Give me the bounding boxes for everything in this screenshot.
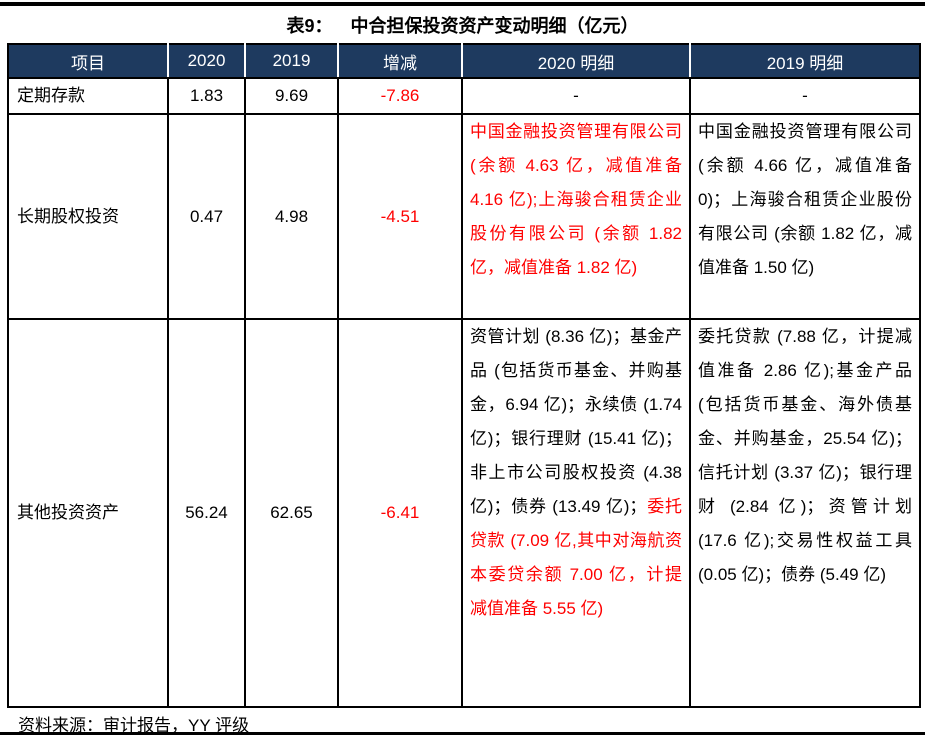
table-row-time-deposits: 定期存款 1.83 9.69 -7.86 - - bbox=[7, 77, 921, 115]
detail-2020-black-text: 资管计划 (8.36 亿)；基金产品 (包括货币基金、并购基金，6.94 亿)；… bbox=[470, 327, 682, 516]
cell-2019-value: 9.69 bbox=[244, 77, 339, 115]
header-cell-detail-2019: 2019 明细 bbox=[689, 43, 921, 79]
detail-2020-red-text: 中国金融投资管理有限公司 (余额 4.63 亿，减值准备 4.16 亿);上海骏… bbox=[470, 122, 682, 277]
table-title: 表9： 中合担保投资资产变动明细（亿元） bbox=[0, 6, 925, 43]
table-title-prefix: 表9： bbox=[286, 15, 333, 36]
cell-detail-2020: 中国金融投资管理有限公司 (余额 4.63 亿，减值准备 4.16 亿);上海骏… bbox=[461, 113, 691, 320]
row-item-label: 长期股权投资 bbox=[7, 113, 169, 320]
cell-detail-2019: - bbox=[689, 77, 921, 115]
cell-2020-value: 0.47 bbox=[167, 113, 246, 320]
detail-2020-red-text: 委托贷款 (7.09 亿,其中对海航资本委贷余额 7.00 亿，计提减值准备 5… bbox=[470, 497, 682, 618]
cell-detail-2020: 资管计划 (8.36 亿)；基金产品 (包括货币基金、并购基金，6.94 亿)；… bbox=[461, 318, 691, 708]
cell-2020-value: 1.83 bbox=[167, 77, 246, 115]
header-cell-change: 增减 bbox=[337, 43, 463, 79]
top-rule bbox=[0, 2, 925, 6]
row-item-label: 其他投资资产 bbox=[7, 318, 169, 708]
header-cell-detail-2020: 2020 明细 bbox=[461, 43, 691, 79]
table-header-row: 项目 2020 2019 增减 2020 明细 2019 明细 bbox=[7, 43, 921, 79]
cell-change-value: -7.86 bbox=[337, 77, 463, 115]
cell-detail-2019: 委托贷款 (7.88 亿，计提减值准备 2.86 亿);基金产品 (包括货币基金… bbox=[689, 318, 921, 708]
table-row-other-investments: 其他投资资产 56.24 62.65 -6.41 资管计划 (8.36 亿)；基… bbox=[7, 318, 921, 708]
cell-change-value: -4.51 bbox=[337, 113, 463, 320]
cell-change-value: -6.41 bbox=[337, 318, 463, 708]
table-title-text: 中合担保投资资产变动明细（亿元） bbox=[350, 15, 639, 36]
source-note: 资料来源：审计报告，YY 评级 bbox=[18, 716, 250, 735]
investment-assets-table: 项目 2020 2019 增减 2020 明细 2019 明细 定期存款 1.8… bbox=[7, 43, 921, 708]
header-cell-2020: 2020 bbox=[167, 43, 246, 79]
row-item-label: 定期存款 bbox=[7, 77, 169, 115]
header-cell-2019: 2019 bbox=[244, 43, 339, 79]
cell-2019-value: 62.65 bbox=[244, 318, 339, 708]
header-cell-item: 项目 bbox=[7, 43, 169, 79]
cell-detail-2019: 中国金融投资管理有限公司 (余额 4.66 亿，减值准备 0)；上海骏合租赁企业… bbox=[689, 113, 921, 320]
cell-2019-value: 4.98 bbox=[244, 113, 339, 320]
cell-2020-value: 56.24 bbox=[167, 318, 246, 708]
table-row-long-term-equity: 长期股权投资 0.47 4.98 -4.51 中国金融投资管理有限公司 (余额 … bbox=[7, 113, 921, 320]
cell-detail-2020: - bbox=[461, 77, 691, 115]
